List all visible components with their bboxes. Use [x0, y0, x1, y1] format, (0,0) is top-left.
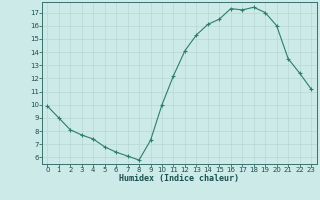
X-axis label: Humidex (Indice chaleur): Humidex (Indice chaleur): [119, 174, 239, 183]
